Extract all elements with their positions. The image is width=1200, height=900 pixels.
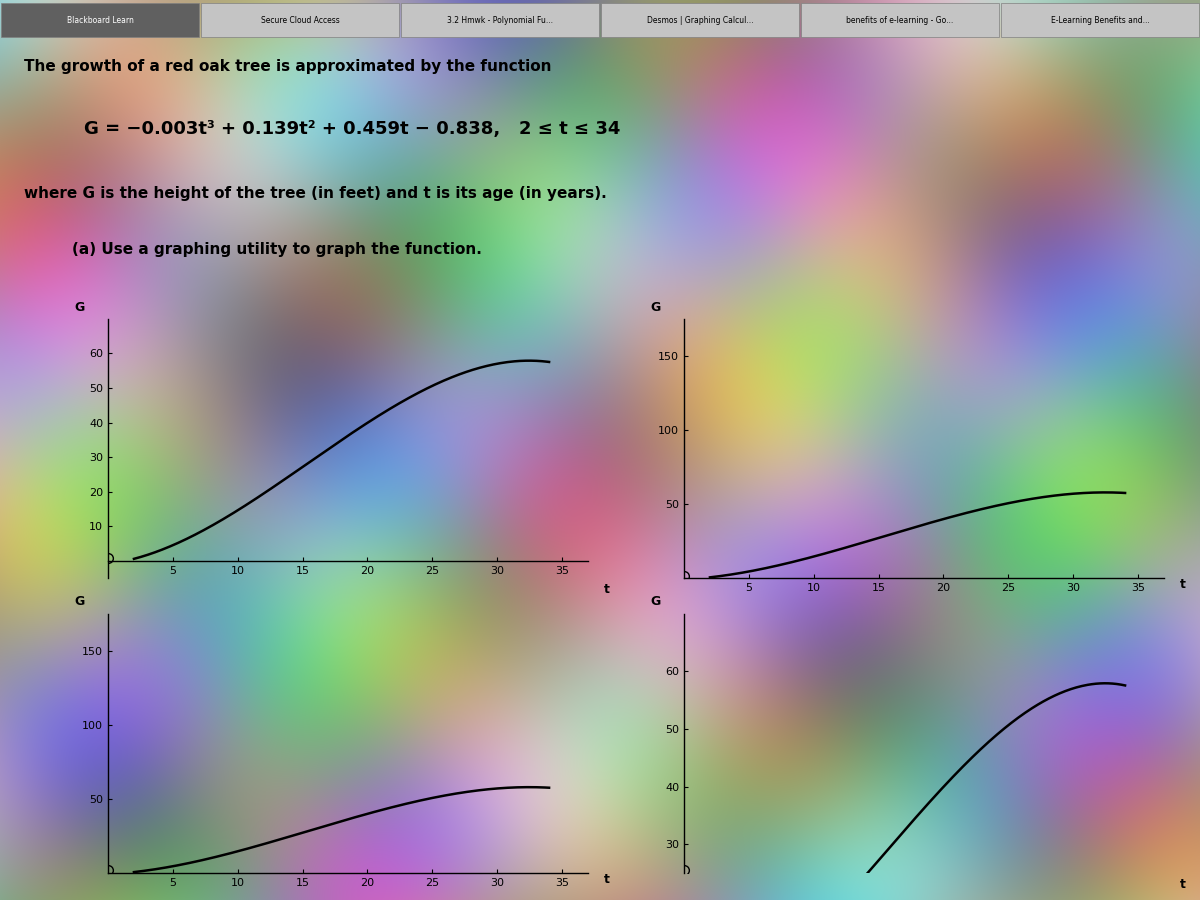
- Text: 3.2 Hmwk - Polynomial Fu...: 3.2 Hmwk - Polynomial Fu...: [446, 15, 553, 24]
- FancyBboxPatch shape: [601, 4, 799, 37]
- Y-axis label: G: G: [74, 596, 84, 608]
- FancyBboxPatch shape: [1001, 4, 1199, 37]
- Text: E-Learning Benefits and...: E-Learning Benefits and...: [1051, 15, 1150, 24]
- Text: benefits of e-learning - Go...: benefits of e-learning - Go...: [846, 15, 954, 24]
- FancyBboxPatch shape: [802, 4, 998, 37]
- Text: Secure Cloud Access: Secure Cloud Access: [260, 15, 340, 24]
- X-axis label: t: t: [1181, 579, 1186, 591]
- FancyBboxPatch shape: [202, 4, 398, 37]
- Text: The growth of a red oak tree is approximated by the function: The growth of a red oak tree is approxim…: [24, 59, 552, 74]
- FancyBboxPatch shape: [401, 4, 599, 37]
- X-axis label: t: t: [605, 583, 610, 597]
- Text: where G is the height of the tree (in feet) and t is its age (in years).: where G is the height of the tree (in fe…: [24, 185, 607, 201]
- FancyBboxPatch shape: [1, 4, 199, 37]
- Text: (a) Use a graphing utility to graph the function.: (a) Use a graphing utility to graph the …: [72, 242, 482, 256]
- X-axis label: t: t: [1181, 878, 1186, 891]
- Text: Blackboard Learn: Blackboard Learn: [66, 15, 133, 24]
- X-axis label: t: t: [605, 873, 610, 886]
- Y-axis label: G: G: [74, 301, 84, 314]
- Y-axis label: G: G: [650, 301, 660, 314]
- Text: G = −0.003t³ + 0.139t² + 0.459t − 0.838,   2 ≤ t ≤ 34: G = −0.003t³ + 0.139t² + 0.459t − 0.838,…: [84, 120, 620, 138]
- Y-axis label: G: G: [650, 596, 660, 608]
- Text: Desmos | Graphing Calcul...: Desmos | Graphing Calcul...: [647, 15, 754, 24]
